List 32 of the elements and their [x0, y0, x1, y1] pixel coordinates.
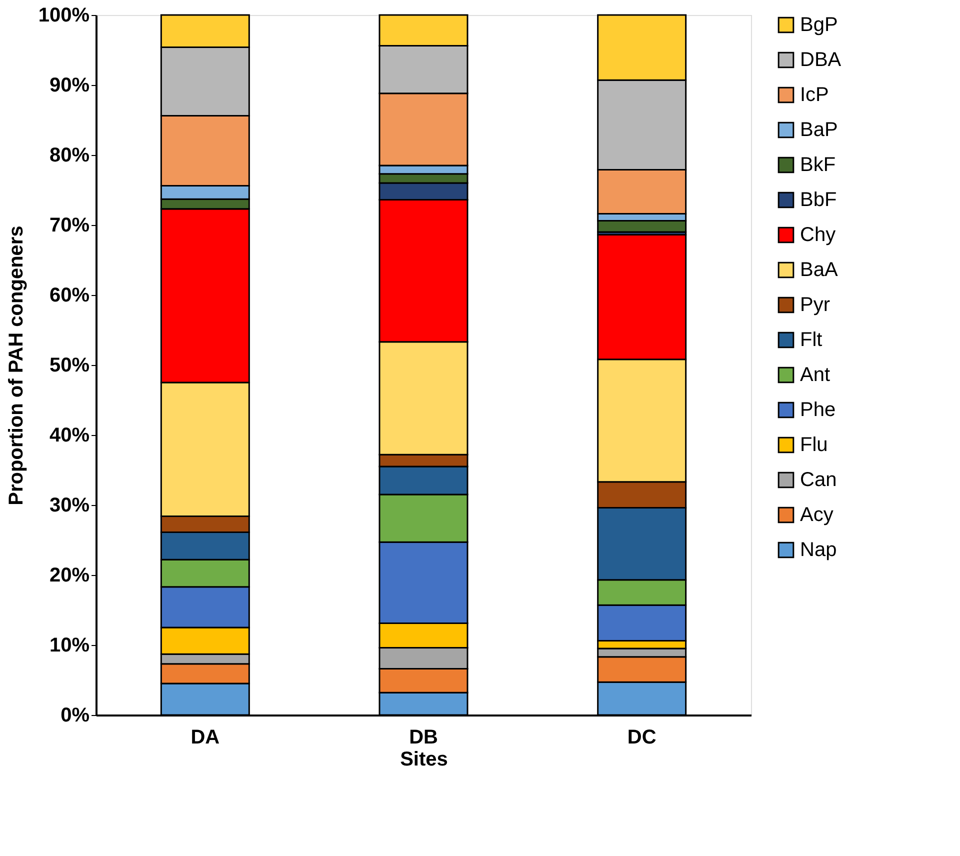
- legend-label: Flt: [800, 329, 823, 351]
- y-tick-label: 70%: [49, 214, 90, 236]
- y-tick-label: 30%: [49, 494, 90, 516]
- legend-label: Flu: [800, 434, 828, 456]
- legend-label: BaA: [800, 259, 838, 281]
- y-axis-title: Proportion of PAH congeners: [5, 226, 28, 506]
- y-tick-label: 10%: [49, 634, 90, 656]
- y-tick-label: 50%: [49, 354, 90, 376]
- y-tick-label: 60%: [49, 284, 90, 306]
- legend-label: Ant: [800, 364, 830, 386]
- y-tick-label: 100%: [38, 4, 90, 26]
- y-tick-label: 80%: [49, 144, 90, 166]
- legend-label: Pyr: [800, 294, 830, 316]
- legend-label: Nap: [800, 539, 837, 561]
- legend-label: Chy: [800, 224, 836, 246]
- legend-label: Acy: [800, 504, 834, 526]
- y-tick-label: 20%: [49, 564, 90, 586]
- legend-label: Can: [800, 469, 837, 491]
- y-tick-label: 90%: [49, 74, 90, 96]
- x-tick-label: DA: [190, 726, 220, 748]
- legend-label: Phe: [800, 399, 836, 421]
- legend-label: DBA: [800, 49, 842, 71]
- legend-label: IcP: [800, 84, 829, 106]
- x-tick-label: DC: [627, 726, 656, 748]
- legend-label: BkF: [800, 154, 836, 176]
- x-tick-label: DB: [409, 726, 438, 748]
- x-axis-title: Sites: [400, 748, 448, 770]
- legend-label: BaP: [800, 119, 838, 141]
- y-tick-label: 0%: [60, 704, 90, 726]
- legend-label: BbF: [800, 189, 837, 211]
- legend-label: BgP: [800, 14, 838, 36]
- y-tick-label: 40%: [49, 424, 90, 446]
